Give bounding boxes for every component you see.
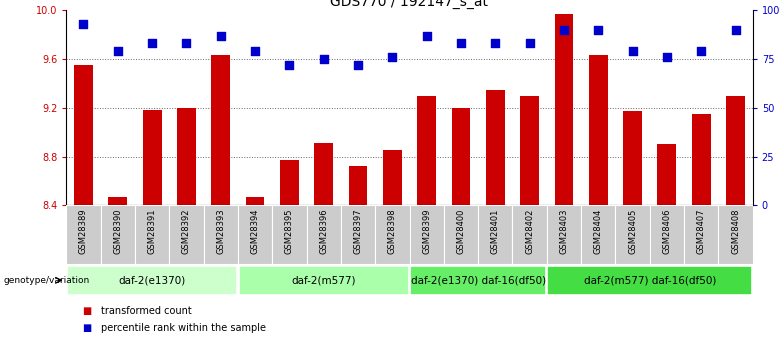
Point <box>146 41 158 46</box>
Point <box>77 21 90 27</box>
Text: ■: ■ <box>82 323 91 333</box>
Point <box>215 33 227 38</box>
Point <box>558 27 570 33</box>
FancyBboxPatch shape <box>615 205 650 264</box>
Point <box>317 56 330 62</box>
Point <box>455 41 467 46</box>
FancyBboxPatch shape <box>66 205 101 264</box>
Bar <box>692 114 711 205</box>
Bar <box>589 56 608 205</box>
Point <box>352 62 364 68</box>
Bar <box>143 110 161 205</box>
FancyBboxPatch shape <box>581 205 615 264</box>
Text: GSM28404: GSM28404 <box>594 208 603 254</box>
Text: GSM28390: GSM28390 <box>113 208 122 254</box>
FancyBboxPatch shape <box>718 205 753 264</box>
Point <box>386 55 399 60</box>
Point <box>661 55 673 60</box>
Bar <box>555 14 573 205</box>
FancyBboxPatch shape <box>135 205 169 264</box>
FancyBboxPatch shape <box>67 266 237 295</box>
Text: GSM28401: GSM28401 <box>491 208 500 254</box>
Bar <box>74 65 93 205</box>
Text: GSM28397: GSM28397 <box>353 208 363 254</box>
Text: percentile rank within the sample: percentile rank within the sample <box>101 323 267 333</box>
FancyBboxPatch shape <box>238 205 272 264</box>
Text: daf-2(m577): daf-2(m577) <box>292 275 356 285</box>
Text: GSM28396: GSM28396 <box>319 208 328 254</box>
Bar <box>726 96 745 205</box>
Text: transformed count: transformed count <box>101 306 192 316</box>
Point <box>489 41 502 46</box>
FancyBboxPatch shape <box>684 205 718 264</box>
FancyBboxPatch shape <box>341 205 375 264</box>
Point <box>523 41 536 46</box>
Text: genotype/variation: genotype/variation <box>4 276 90 285</box>
Text: GSM28400: GSM28400 <box>456 208 466 254</box>
Bar <box>658 144 676 205</box>
Bar <box>314 143 333 205</box>
Text: GSM28394: GSM28394 <box>250 208 260 254</box>
Text: GSM28408: GSM28408 <box>731 208 740 254</box>
Text: GSM28403: GSM28403 <box>559 208 569 254</box>
Text: GSM28402: GSM28402 <box>525 208 534 254</box>
Text: ■: ■ <box>82 306 91 316</box>
FancyBboxPatch shape <box>375 205 410 264</box>
Bar <box>623 111 642 205</box>
Text: GSM28395: GSM28395 <box>285 208 294 254</box>
FancyBboxPatch shape <box>272 205 307 264</box>
FancyBboxPatch shape <box>101 205 135 264</box>
Text: daf-2(m577) daf-16(df50): daf-2(m577) daf-16(df50) <box>583 275 716 285</box>
FancyBboxPatch shape <box>650 205 684 264</box>
Text: GSM28389: GSM28389 <box>79 208 88 254</box>
FancyBboxPatch shape <box>478 205 512 264</box>
Point <box>112 49 124 54</box>
FancyBboxPatch shape <box>307 205 341 264</box>
Text: GSM28405: GSM28405 <box>628 208 637 254</box>
Point <box>626 49 639 54</box>
Bar <box>280 160 299 205</box>
FancyBboxPatch shape <box>444 205 478 264</box>
Point <box>249 49 261 54</box>
Bar <box>417 96 436 205</box>
Bar <box>177 108 196 205</box>
Point <box>729 27 742 33</box>
Bar <box>383 150 402 205</box>
Text: GSM28398: GSM28398 <box>388 208 397 254</box>
Point <box>283 62 296 68</box>
Bar <box>246 197 264 205</box>
Point <box>695 49 707 54</box>
Bar <box>486 90 505 205</box>
Text: GSM28393: GSM28393 <box>216 208 225 254</box>
Bar <box>520 96 539 205</box>
FancyBboxPatch shape <box>410 205 444 264</box>
Point <box>420 33 433 38</box>
Text: GSM28407: GSM28407 <box>697 208 706 254</box>
Text: daf-2(e1370) daf-16(df50): daf-2(e1370) daf-16(df50) <box>410 275 546 285</box>
FancyBboxPatch shape <box>169 205 204 264</box>
Bar <box>349 166 367 205</box>
Text: GSM28391: GSM28391 <box>147 208 157 254</box>
Text: GSM28399: GSM28399 <box>422 208 431 254</box>
Text: daf-2(e1370): daf-2(e1370) <box>119 275 186 285</box>
Text: GSM28406: GSM28406 <box>662 208 672 254</box>
FancyBboxPatch shape <box>204 205 238 264</box>
Point <box>592 27 604 33</box>
Title: GDS770 / 192147_s_at: GDS770 / 192147_s_at <box>331 0 488 9</box>
FancyBboxPatch shape <box>548 266 752 295</box>
FancyBboxPatch shape <box>239 266 409 295</box>
Bar <box>108 197 127 205</box>
FancyBboxPatch shape <box>512 205 547 264</box>
Bar <box>452 108 470 205</box>
Point <box>180 41 193 46</box>
FancyBboxPatch shape <box>410 266 546 295</box>
FancyBboxPatch shape <box>547 205 581 264</box>
Text: GSM28392: GSM28392 <box>182 208 191 254</box>
Bar <box>211 56 230 205</box>
